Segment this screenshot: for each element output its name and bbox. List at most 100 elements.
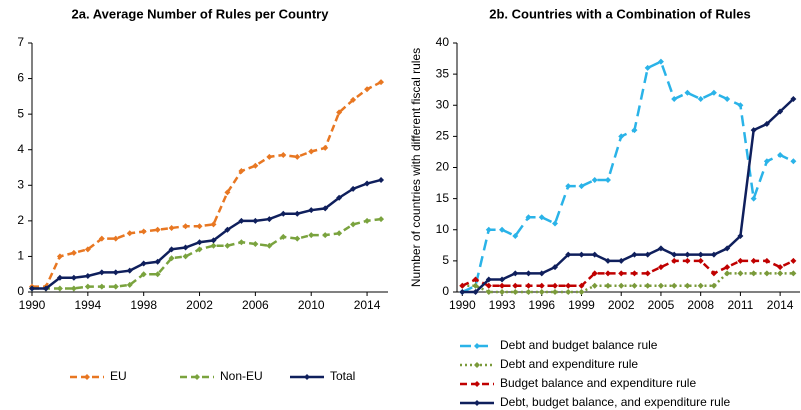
marker	[565, 183, 572, 190]
marker	[750, 127, 757, 134]
marker	[499, 276, 506, 283]
marker	[280, 210, 287, 217]
x-tick-label: 1998	[130, 298, 157, 312]
marker	[591, 251, 598, 258]
marker	[140, 228, 147, 235]
marker	[671, 282, 678, 289]
marker	[308, 232, 315, 239]
marker	[182, 223, 189, 230]
marker	[140, 271, 147, 278]
marker	[604, 257, 611, 264]
y-tick-label: 10	[436, 222, 450, 236]
legend-label: Debt and budget balance rule	[500, 338, 658, 352]
marker	[126, 267, 133, 274]
y-axis-label: Number of countries with different fisca…	[409, 48, 423, 287]
marker	[631, 282, 638, 289]
marker	[252, 162, 259, 169]
marker	[790, 158, 797, 165]
marker	[737, 232, 744, 239]
x-tick-label: 1990	[19, 298, 46, 312]
x-tick-label: 2014	[354, 298, 381, 312]
marker	[604, 270, 611, 277]
x-tick-label: 2010	[298, 298, 325, 312]
marker	[485, 282, 492, 289]
marker	[525, 270, 532, 277]
marker	[684, 251, 691, 258]
chart-title: 2b. Countries with a Combination of Rule…	[489, 6, 750, 21]
marker	[777, 152, 784, 159]
marker	[657, 245, 664, 252]
marker	[538, 270, 545, 277]
marker	[224, 189, 231, 196]
marker	[280, 152, 287, 159]
x-tick-label: 1999	[568, 298, 595, 312]
marker	[697, 257, 704, 264]
y-tick-label: 20	[436, 160, 450, 174]
y-tick-label: 15	[436, 191, 450, 205]
y-tick-label: 40	[436, 35, 450, 49]
marker	[538, 282, 545, 289]
marker	[644, 282, 651, 289]
marker	[684, 257, 691, 264]
marker	[763, 257, 770, 264]
marker	[604, 282, 611, 289]
marker	[140, 260, 147, 267]
series-line	[32, 217, 382, 290]
marker	[790, 96, 797, 103]
x-tick-label: 2002	[608, 298, 635, 312]
y-tick-label: 30	[436, 97, 450, 111]
marker	[266, 216, 273, 223]
legend-marker	[474, 343, 480, 349]
marker	[565, 282, 572, 289]
marker	[168, 246, 175, 253]
x-tick-label: 2014	[767, 298, 794, 312]
chart-title: 2a. Average Number of Rules per Country	[72, 6, 330, 21]
marker	[671, 251, 678, 258]
marker	[684, 89, 691, 96]
legend-marker	[194, 374, 200, 380]
marker	[70, 285, 77, 292]
marker	[512, 289, 519, 295]
marker	[525, 214, 532, 221]
marker	[210, 237, 217, 244]
marker	[737, 270, 744, 277]
marker	[308, 148, 315, 155]
marker	[552, 264, 558, 271]
marker	[790, 257, 797, 264]
marker	[578, 251, 585, 258]
marker	[84, 283, 91, 290]
legend-marker	[474, 381, 480, 387]
marker	[294, 210, 301, 217]
marker	[112, 235, 119, 242]
marker	[657, 282, 664, 289]
marker	[42, 285, 49, 292]
marker	[322, 232, 329, 239]
legend-label: EU	[110, 369, 127, 383]
marker	[657, 58, 664, 65]
marker	[777, 270, 784, 277]
marker	[154, 271, 161, 278]
marker	[238, 168, 245, 175]
marker	[56, 274, 63, 281]
marker	[697, 96, 704, 103]
marker	[294, 235, 301, 242]
marker	[777, 264, 784, 271]
marker	[618, 257, 625, 264]
y-tick-label: 1	[17, 249, 24, 263]
marker	[266, 242, 273, 249]
marker	[294, 153, 301, 160]
marker	[98, 269, 105, 276]
marker	[525, 289, 532, 295]
y-tick-label: 0	[17, 284, 24, 298]
marker	[364, 180, 371, 187]
legend-marker	[474, 400, 480, 406]
marker	[154, 226, 161, 233]
marker	[499, 226, 506, 233]
series-line	[462, 98, 795, 294]
marker	[364, 86, 371, 93]
legend-label: Debt and expenditure rule	[500, 357, 638, 371]
marker	[671, 96, 678, 103]
marker	[750, 195, 757, 202]
marker	[322, 205, 329, 212]
